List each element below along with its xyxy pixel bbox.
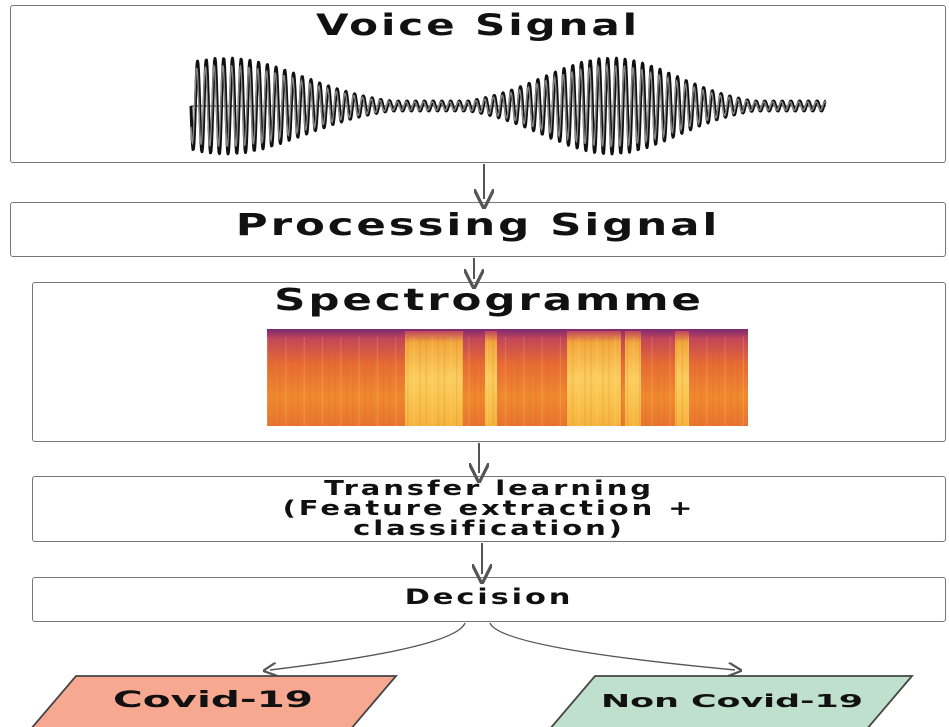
decision-box: Decision bbox=[32, 577, 946, 622]
waveform-image bbox=[189, 56, 827, 156]
covid-outcome-label: Covid-19 bbox=[113, 688, 313, 713]
transfer-learning-line3: classification) bbox=[353, 516, 625, 540]
spectrogram-box: Spectrogramme bbox=[32, 282, 946, 442]
arrow-decision-to-non-covid bbox=[489, 622, 735, 670]
processing-signal-title: Processing Signal bbox=[235, 208, 721, 243]
transfer-learning-line1: Transfer learning bbox=[324, 476, 654, 500]
non-covid-outcome-label: Non Covid-19 bbox=[601, 691, 863, 712]
spectrogram-title: Spectrogramme bbox=[274, 283, 704, 318]
transfer-learning-box: Transfer learning (Feature extraction + … bbox=[32, 476, 946, 542]
arrow-decision-to-covid bbox=[270, 622, 466, 670]
voice-signal-title: Voice Signal bbox=[316, 8, 640, 42]
covid-outcome-shape bbox=[31, 675, 398, 727]
spectrogram-image bbox=[267, 329, 748, 426]
voice-signal-box: Voice Signal bbox=[10, 5, 946, 163]
decision-title: Decision bbox=[404, 585, 574, 609]
transfer-learning-line2: (Feature extraction + bbox=[282, 496, 696, 520]
non-covid-outcome-shape bbox=[550, 675, 914, 727]
